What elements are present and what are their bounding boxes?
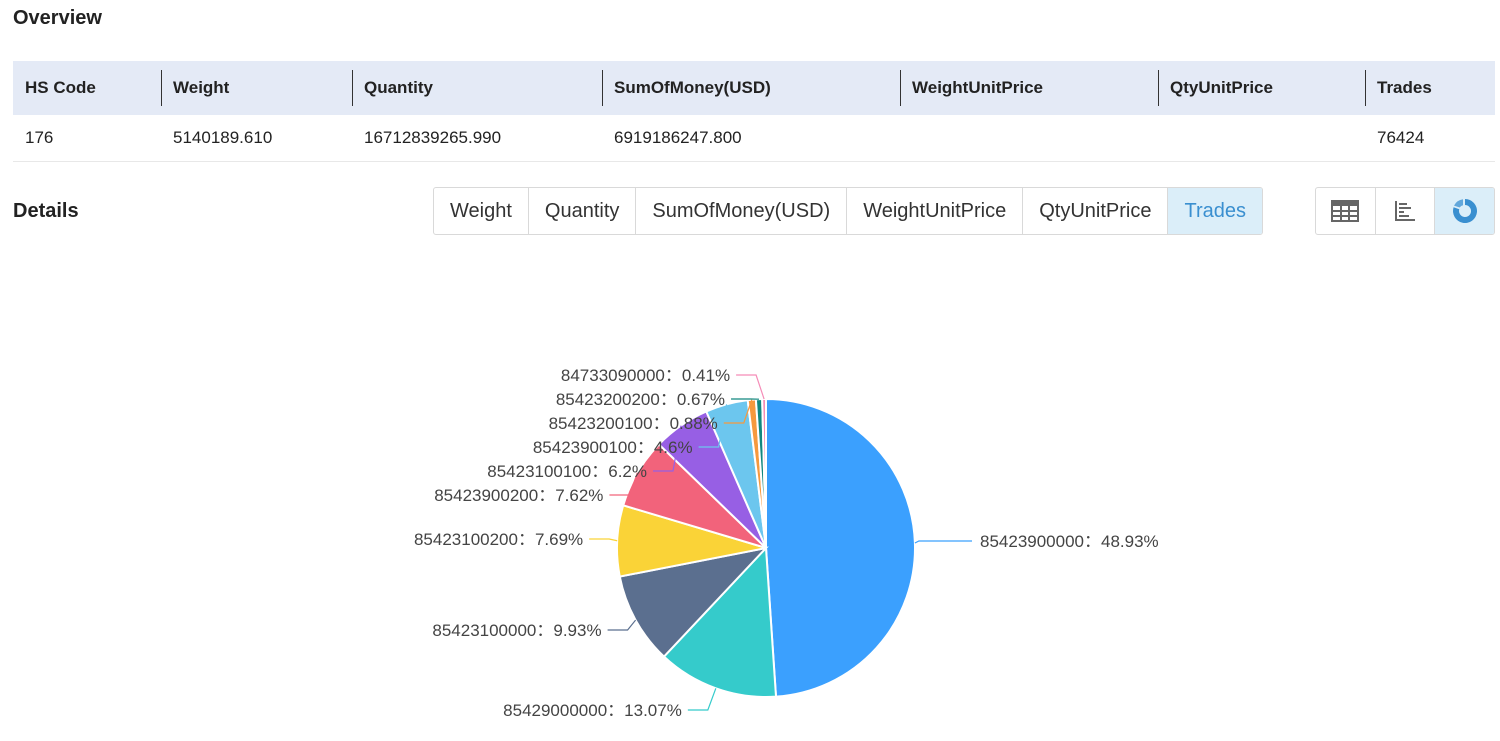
slice-label-85429000000: 85429000000：13.07% (503, 701, 682, 720)
table-view-button[interactable] (1316, 188, 1376, 234)
tab-weight[interactable]: Weight (434, 188, 529, 234)
col-header-quantity[interactable]: Quantity (352, 61, 602, 115)
col-header-sum-of-money[interactable]: SumOfMoney(USD) (602, 61, 900, 115)
pie-slice-85429000000[interactable] (662, 545, 778, 698)
tab-weight-unit-price[interactable]: WeightUnitPrice (847, 188, 1024, 234)
pie-chart-icon (1452, 198, 1477, 223)
tab-quantity[interactable]: Quantity (529, 188, 637, 234)
slice-label-85423100000: 85423100000：9.93% (432, 621, 601, 640)
slice-label-85423100100: 85423100100：6.2% (487, 462, 647, 481)
slice-label-84733090000: 84733090000：0.41% (561, 366, 730, 385)
col-header-trades[interactable]: Trades (1365, 61, 1495, 115)
pie-slice-85423900000[interactable] (765, 397, 916, 698)
cell-hs-code: 176 (13, 115, 161, 162)
slice-label-85423900200: 85423900200：7.62% (434, 486, 603, 505)
label-line-85423900200 (609, 472, 638, 496)
cell-sum-of-money: 6919186247.800 (602, 115, 900, 162)
tab-sum-of-money[interactable]: SumOfMoney(USD) (636, 188, 848, 234)
details-title: Details (13, 200, 79, 222)
view-switcher (1315, 187, 1495, 235)
metric-tabs: Weight Quantity SumOfMoney(USD) WeightUn… (433, 187, 1263, 235)
bar-chart-icon (1395, 201, 1415, 221)
label-line-85423200100 (723, 399, 753, 424)
label-line-85429000000 (687, 688, 717, 711)
slice-label-85423900100: 85423900100：4.6% (533, 438, 693, 457)
label-line-85423100000 (607, 619, 637, 631)
col-header-qty-unit-price[interactable]: QtyUnitPrice (1158, 61, 1365, 115)
table-row: 176 5140189.610 16712839265.990 69191862… (13, 115, 1495, 162)
col-header-weight[interactable]: Weight (161, 61, 352, 115)
overview-table: HS Code Weight Quantity SumOfMoney(USD) … (13, 61, 1495, 162)
overview-header-row: HS Code Weight Quantity SumOfMoney(USD) … (13, 61, 1495, 115)
overview-title: Overview (13, 7, 102, 29)
tab-qty-unit-price[interactable]: QtyUnitPrice (1023, 188, 1169, 234)
cell-trades: 76424 (1365, 115, 1495, 162)
pie-slice-85423100000[interactable] (618, 546, 769, 659)
bar-view-button[interactable] (1376, 188, 1436, 234)
pie-view-button[interactable] (1435, 188, 1494, 234)
slice-label-85423100200: 85423100200：7.69% (414, 530, 583, 549)
label-line-85423100200 (589, 538, 618, 542)
label-line-85423100100 (653, 425, 682, 472)
col-header-hs-code[interactable]: HS Code (13, 61, 161, 115)
label-line-85423900000 (914, 540, 972, 544)
tab-trades[interactable]: Trades (1168, 188, 1262, 234)
cell-qty-unit-price (1158, 115, 1365, 162)
slice-label-85423900000: 85423900000：48.93% (980, 532, 1159, 551)
slice-label-85423200200: 85423200200：0.67% (556, 390, 725, 409)
table-icon (1331, 200, 1360, 222)
cell-quantity: 16712839265.990 (352, 115, 602, 162)
col-header-weight-unit-price[interactable]: WeightUnitPrice (900, 61, 1158, 115)
cell-weight: 5140189.610 (161, 115, 352, 162)
cell-weight-unit-price (900, 115, 1158, 162)
slice-label-85423200100: 85423200100：0.88% (549, 414, 718, 433)
label-line-85423900100 (698, 404, 728, 448)
label-line-84733090000 (736, 374, 765, 400)
